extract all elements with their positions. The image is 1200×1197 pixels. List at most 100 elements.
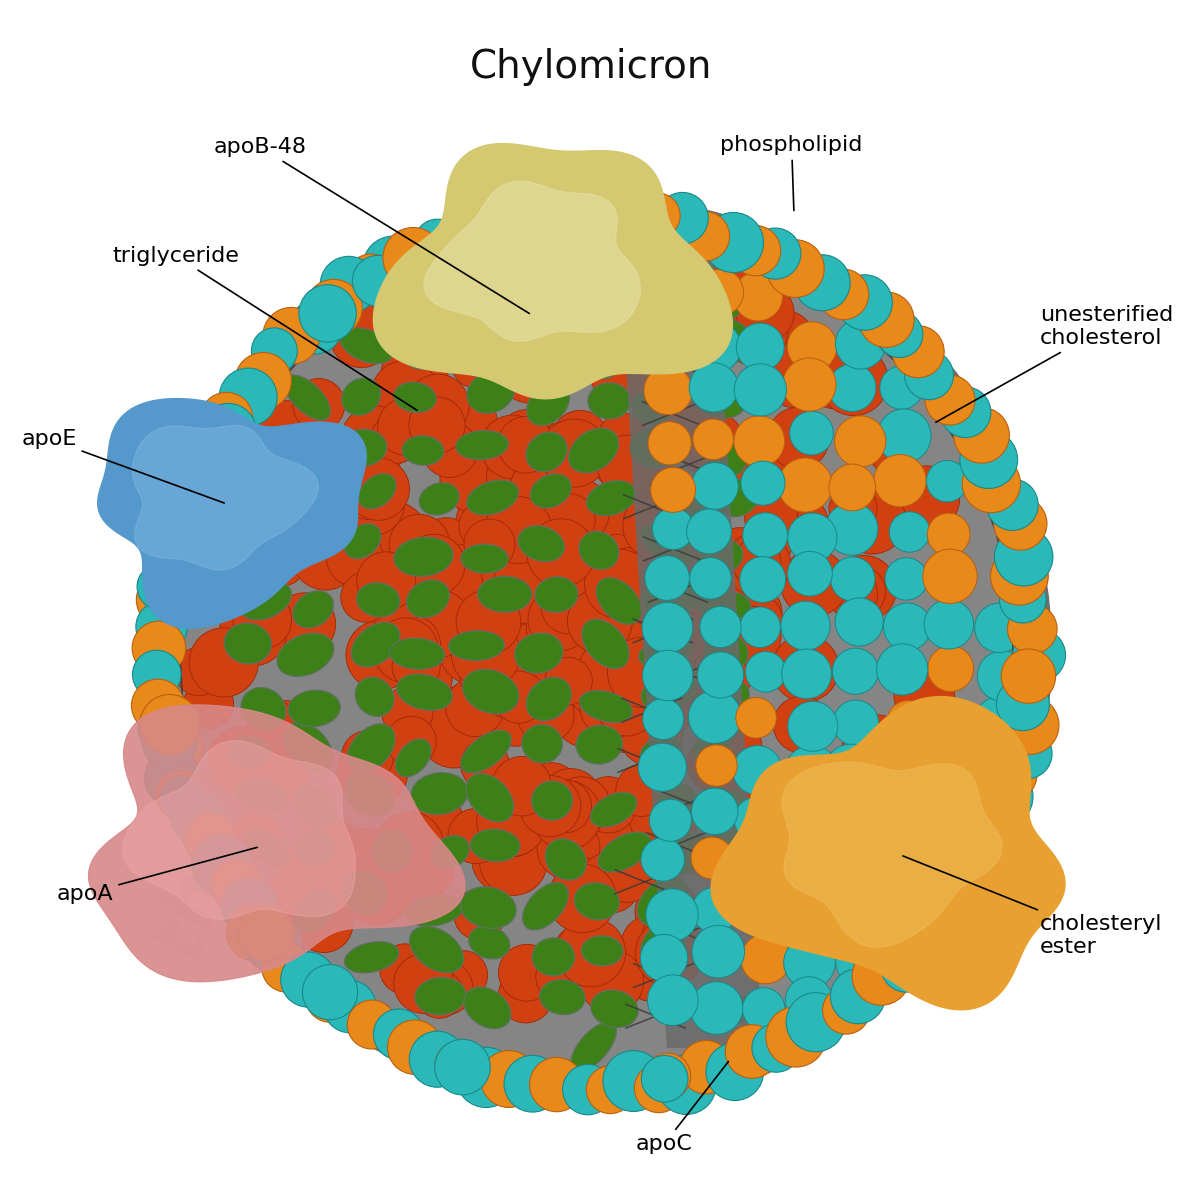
- Circle shape: [974, 603, 1024, 652]
- Ellipse shape: [634, 274, 685, 323]
- Ellipse shape: [227, 736, 271, 768]
- Circle shape: [282, 837, 350, 906]
- Circle shape: [383, 227, 444, 288]
- Circle shape: [421, 692, 480, 751]
- Circle shape: [313, 839, 367, 893]
- Circle shape: [220, 369, 277, 426]
- Circle shape: [595, 621, 666, 692]
- Circle shape: [139, 694, 199, 754]
- Circle shape: [697, 652, 744, 698]
- Circle shape: [566, 655, 629, 717]
- Circle shape: [602, 1051, 664, 1112]
- Polygon shape: [782, 762, 1002, 947]
- Circle shape: [419, 517, 474, 572]
- Circle shape: [439, 615, 509, 685]
- Ellipse shape: [526, 432, 568, 472]
- Circle shape: [779, 497, 828, 546]
- Circle shape: [732, 452, 796, 515]
- Circle shape: [538, 816, 600, 880]
- Circle shape: [877, 644, 928, 695]
- Circle shape: [497, 409, 557, 469]
- Ellipse shape: [571, 1022, 617, 1071]
- Circle shape: [835, 598, 883, 646]
- Circle shape: [137, 571, 193, 628]
- Circle shape: [703, 212, 763, 273]
- Circle shape: [589, 338, 659, 407]
- Circle shape: [648, 275, 691, 318]
- Ellipse shape: [397, 674, 452, 710]
- Ellipse shape: [283, 722, 332, 773]
- Circle shape: [791, 839, 835, 883]
- Circle shape: [962, 455, 1020, 512]
- Circle shape: [908, 899, 967, 958]
- Ellipse shape: [708, 820, 755, 868]
- Circle shape: [659, 640, 715, 698]
- Circle shape: [635, 1064, 683, 1113]
- Circle shape: [252, 328, 298, 373]
- Circle shape: [734, 364, 786, 415]
- Ellipse shape: [466, 773, 514, 822]
- Circle shape: [830, 555, 896, 621]
- Circle shape: [884, 737, 946, 798]
- Text: Chylomicron: Chylomicron: [469, 48, 712, 86]
- Circle shape: [650, 468, 696, 512]
- Ellipse shape: [658, 783, 700, 825]
- Circle shape: [702, 259, 762, 318]
- Ellipse shape: [344, 524, 380, 559]
- Circle shape: [635, 880, 698, 943]
- Circle shape: [199, 418, 246, 463]
- Circle shape: [706, 1043, 763, 1100]
- Circle shape: [877, 409, 931, 463]
- Circle shape: [1002, 729, 1052, 779]
- Circle shape: [940, 857, 992, 911]
- Circle shape: [828, 570, 877, 619]
- Circle shape: [838, 779, 892, 833]
- Circle shape: [554, 621, 619, 687]
- Circle shape: [540, 493, 595, 548]
- Ellipse shape: [241, 687, 286, 731]
- Ellipse shape: [590, 990, 638, 1027]
- Circle shape: [697, 269, 744, 316]
- Circle shape: [631, 648, 698, 715]
- Circle shape: [554, 575, 618, 638]
- Ellipse shape: [535, 577, 577, 613]
- Circle shape: [580, 852, 641, 913]
- Circle shape: [880, 366, 923, 409]
- Circle shape: [164, 491, 215, 541]
- Circle shape: [631, 607, 686, 662]
- Circle shape: [235, 353, 292, 409]
- Circle shape: [644, 1053, 691, 1099]
- Ellipse shape: [710, 790, 751, 831]
- Ellipse shape: [575, 882, 619, 919]
- Circle shape: [341, 406, 409, 475]
- Ellipse shape: [630, 427, 679, 468]
- Circle shape: [394, 954, 454, 1014]
- Circle shape: [852, 947, 910, 1005]
- Ellipse shape: [359, 474, 396, 509]
- Circle shape: [247, 747, 306, 807]
- Circle shape: [524, 620, 572, 669]
- Circle shape: [371, 413, 421, 463]
- Circle shape: [696, 745, 737, 786]
- Ellipse shape: [596, 578, 642, 625]
- Circle shape: [413, 794, 463, 845]
- Ellipse shape: [283, 432, 324, 466]
- Circle shape: [509, 543, 563, 597]
- Ellipse shape: [235, 778, 289, 814]
- Ellipse shape: [470, 830, 520, 862]
- Ellipse shape: [457, 279, 510, 318]
- Circle shape: [602, 701, 654, 753]
- Circle shape: [745, 846, 788, 891]
- Circle shape: [782, 358, 836, 412]
- Circle shape: [520, 762, 582, 825]
- Circle shape: [736, 698, 776, 739]
- Circle shape: [451, 620, 521, 688]
- Circle shape: [636, 918, 704, 988]
- Circle shape: [721, 300, 787, 366]
- Circle shape: [294, 818, 362, 886]
- Circle shape: [246, 916, 302, 972]
- Ellipse shape: [293, 785, 337, 828]
- Circle shape: [689, 363, 738, 412]
- Circle shape: [740, 934, 791, 984]
- Circle shape: [403, 534, 464, 596]
